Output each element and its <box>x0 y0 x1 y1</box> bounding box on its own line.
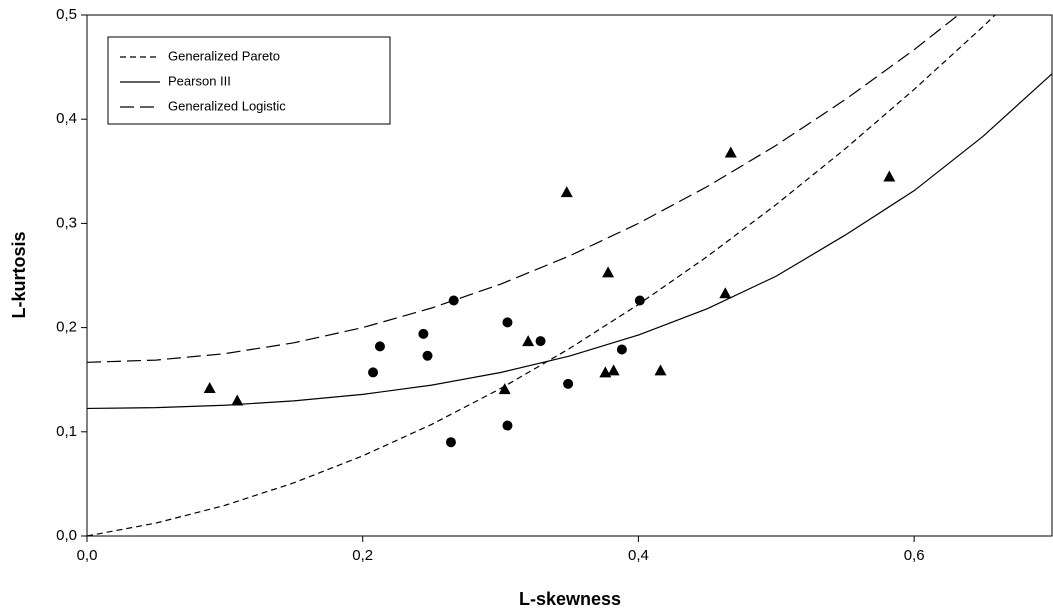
curve <box>87 15 996 536</box>
legend-label: Generalized Logistic <box>168 98 286 113</box>
circle-point <box>445 437 456 448</box>
legend-label: Generalized Pareto <box>168 48 280 63</box>
triangle-point <box>724 146 737 158</box>
triangle-point <box>203 382 216 394</box>
circle-point <box>502 317 513 328</box>
y-tick-label: 0,1 <box>56 423 77 440</box>
circle-point <box>422 350 433 361</box>
triangle-point <box>602 266 615 278</box>
circle-point <box>616 344 627 355</box>
triangle-point <box>883 170 896 182</box>
y-tick-label: 0,5 <box>56 6 77 23</box>
circle-point <box>634 295 645 306</box>
triangle-point <box>719 287 732 299</box>
plot-frame <box>86 14 1053 537</box>
triangle-point <box>654 364 667 376</box>
y-tick-label: 0,3 <box>56 214 77 231</box>
circle-point <box>448 295 459 306</box>
circle-point <box>374 341 385 352</box>
triangle-point <box>522 335 535 347</box>
triangle-point <box>607 364 620 376</box>
y-tick-label: 0,0 <box>56 527 77 544</box>
y-tick-label: 0,4 <box>56 110 77 127</box>
triangle-point <box>560 186 573 198</box>
curve <box>87 73 1052 410</box>
x-tick-label: 0,0 <box>77 547 98 564</box>
circle-point <box>368 367 379 378</box>
circle-point <box>502 420 513 431</box>
x-tick-label: 0,4 <box>628 547 649 564</box>
y-axis-title: L-kurtosis <box>9 231 29 318</box>
triangle-point <box>231 394 244 406</box>
triangle-point <box>498 383 511 395</box>
x-axis-title: L-skewness <box>519 589 621 609</box>
legend-box <box>107 36 391 125</box>
plot-area <box>87 15 1052 536</box>
legend-label: Pearson III <box>168 73 231 88</box>
y-tick-label: 0,2 <box>56 319 77 336</box>
circle-point <box>563 378 574 389</box>
x-tick-label: 0,6 <box>904 547 925 564</box>
curve <box>87 15 960 363</box>
circle-point <box>535 336 546 347</box>
x-tick-label: 0,2 <box>352 547 373 564</box>
circle-point <box>418 328 429 339</box>
